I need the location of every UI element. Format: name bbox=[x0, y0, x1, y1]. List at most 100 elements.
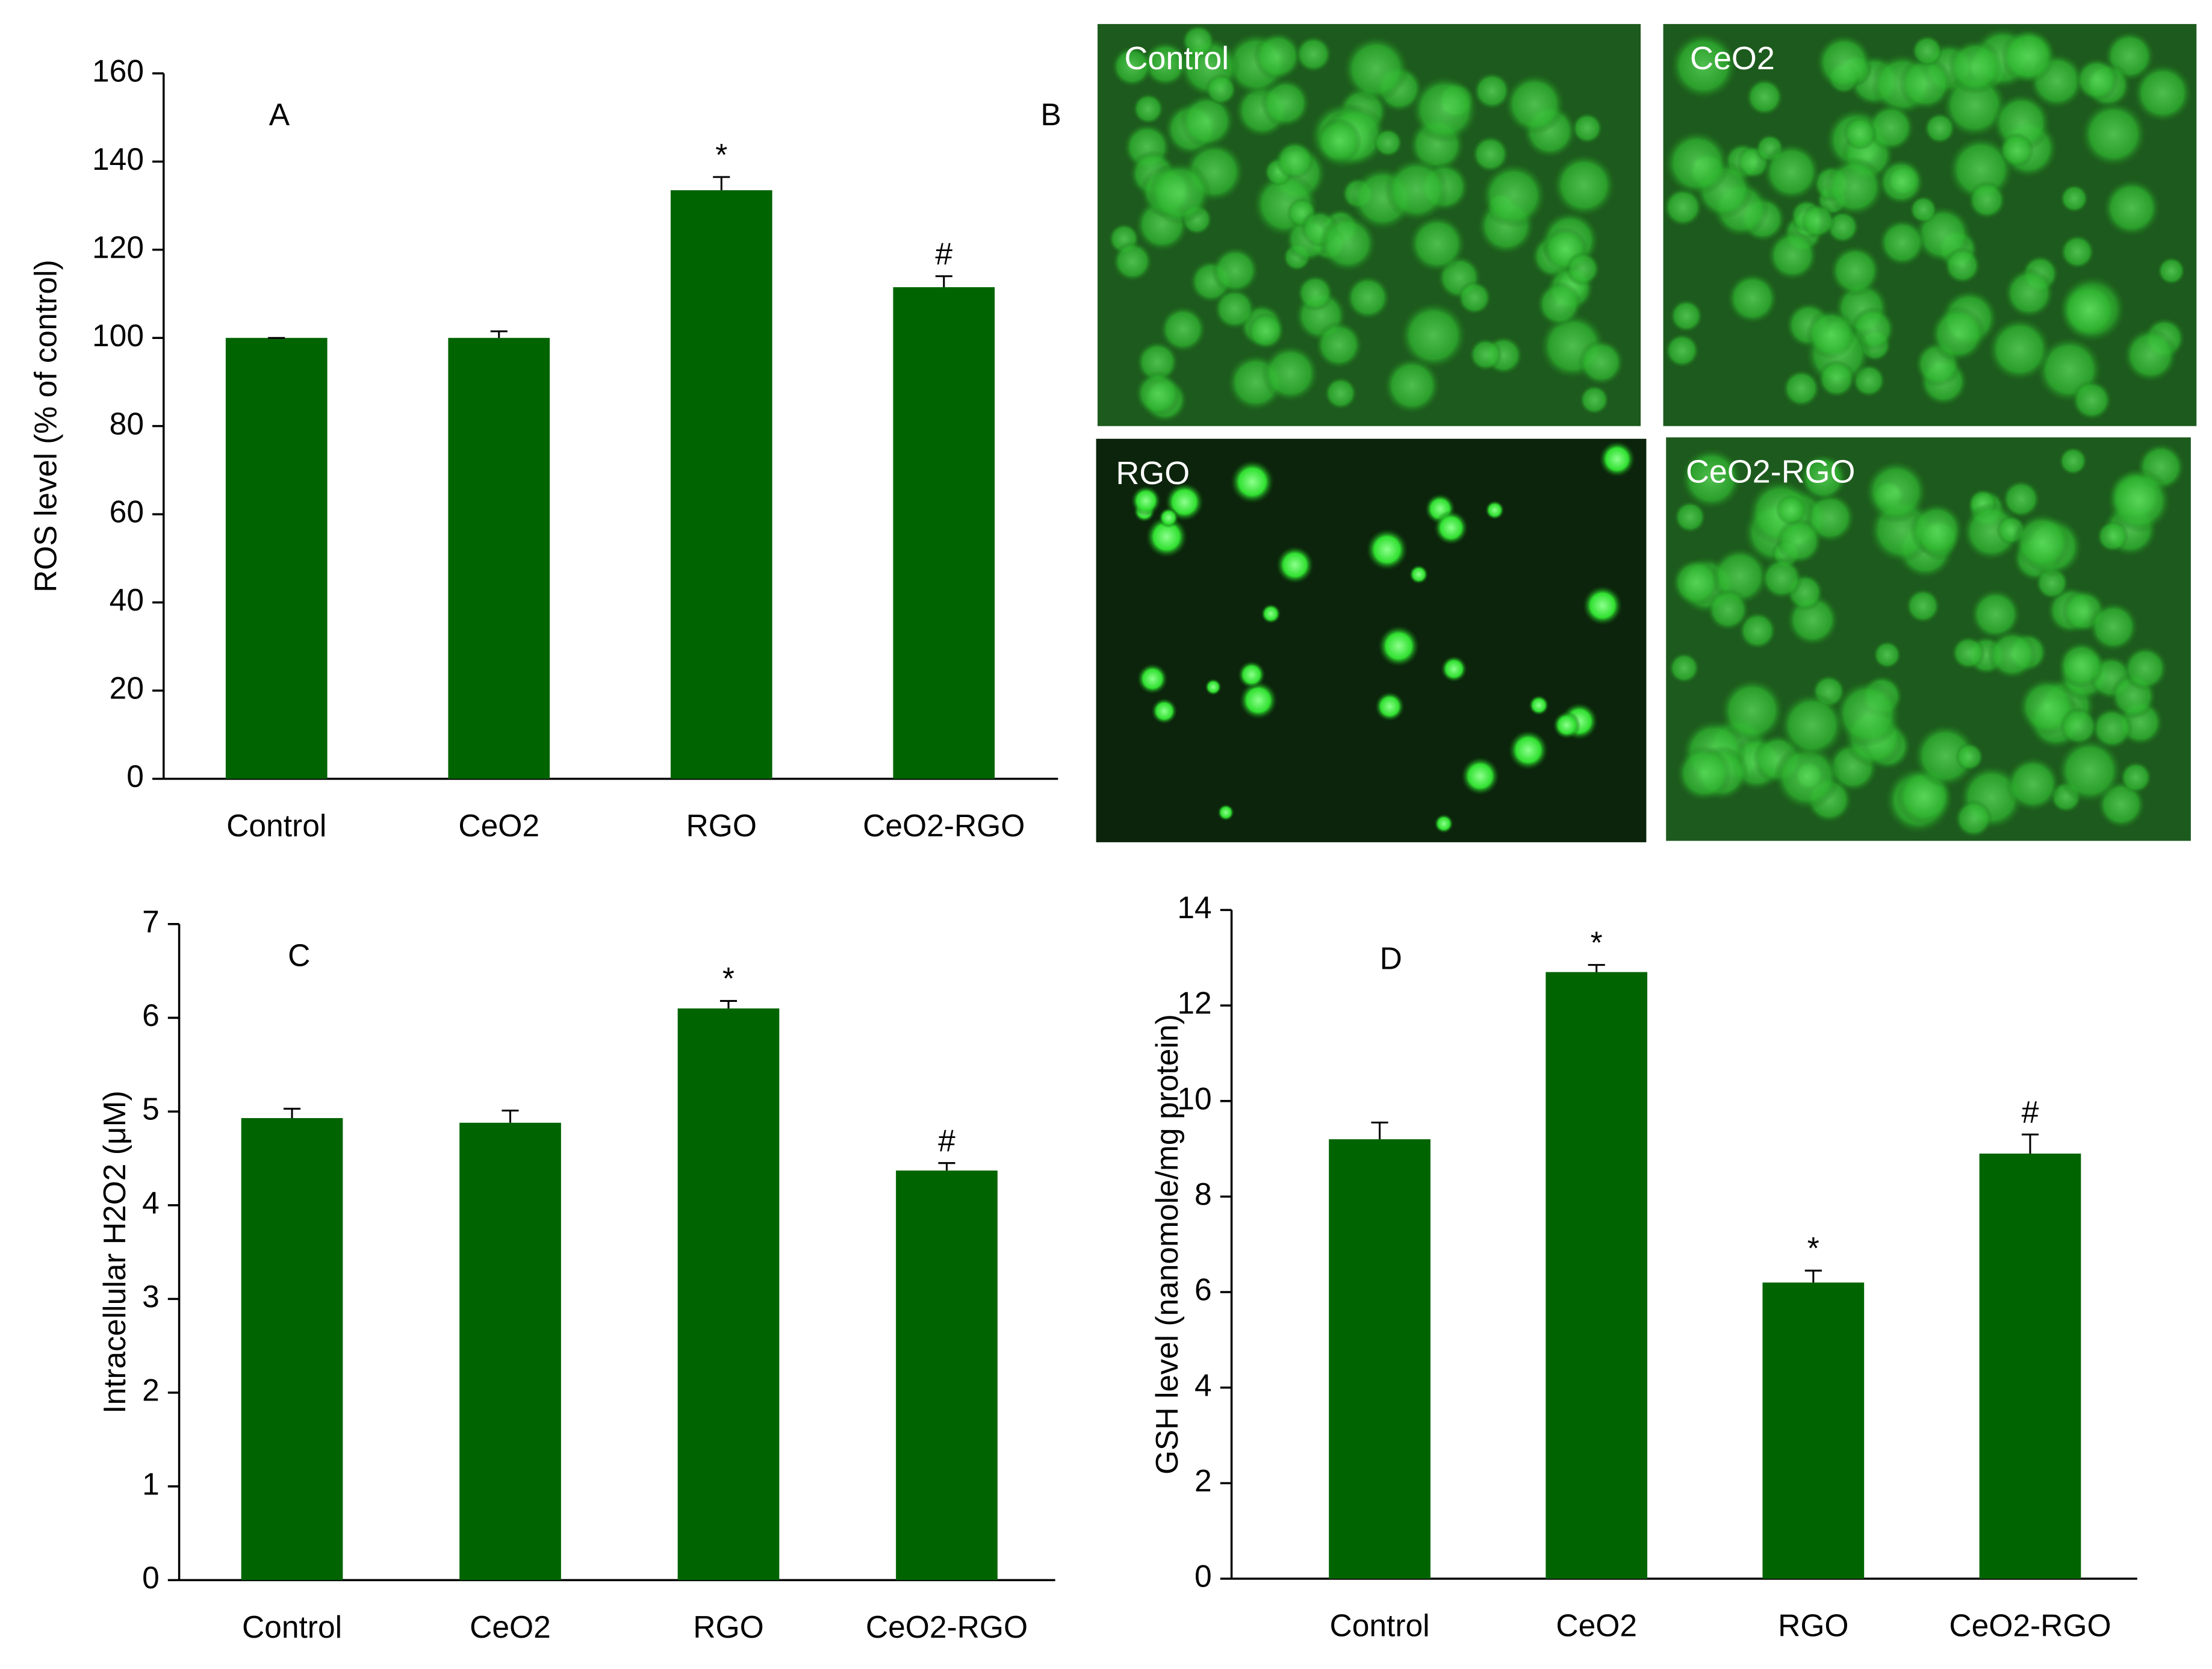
micrograph-label: CeO2 bbox=[1690, 40, 1775, 76]
bright-cell bbox=[1440, 655, 1468, 683]
cell bbox=[1565, 251, 1600, 287]
micrograph-label: RGO bbox=[1116, 455, 1190, 491]
y-tick-label: 100 bbox=[92, 318, 144, 353]
cell bbox=[1148, 161, 1212, 225]
y-tick-label: 2 bbox=[1195, 1463, 1212, 1498]
cell bbox=[1909, 502, 1964, 557]
cell bbox=[1480, 163, 1547, 229]
cell bbox=[1319, 214, 1377, 273]
cell bbox=[1706, 588, 1750, 632]
significance-marker: # bbox=[935, 237, 952, 272]
cell bbox=[1680, 447, 1742, 510]
bright-cell bbox=[1204, 678, 1222, 696]
cell bbox=[1779, 692, 1845, 758]
cell bbox=[1799, 453, 1847, 502]
cell bbox=[1457, 281, 1492, 315]
cell bbox=[1579, 384, 1610, 415]
cell bbox=[1294, 36, 1332, 73]
cell bbox=[1411, 75, 1479, 143]
cell bbox=[1468, 338, 1503, 371]
error-bar bbox=[713, 176, 730, 190]
x-tick-label: CeO2-RGO bbox=[863, 808, 1025, 843]
cell bbox=[1776, 518, 1822, 565]
cell bbox=[1473, 72, 1511, 110]
bright-cell bbox=[1582, 585, 1623, 626]
cell bbox=[2088, 601, 2139, 652]
error-bar bbox=[1371, 1121, 1388, 1140]
y-axis-label: Intracellular H2O2 (μM) bbox=[97, 1090, 132, 1414]
cell bbox=[1577, 339, 1624, 386]
cell bbox=[1571, 112, 1603, 144]
y-tick-label: 1 bbox=[142, 1466, 160, 1501]
cell bbox=[1877, 158, 1925, 205]
cell bbox=[2060, 234, 2095, 270]
cell bbox=[2000, 29, 2055, 84]
y-axis-label: GSH level (nanomole/mg protein) bbox=[1149, 1014, 1184, 1475]
bar bbox=[893, 287, 995, 779]
bar bbox=[896, 1170, 998, 1580]
error-bar bbox=[2021, 1133, 2039, 1154]
error-bar bbox=[490, 330, 508, 338]
cell bbox=[1815, 34, 1873, 91]
y-tick-label: 60 bbox=[110, 494, 144, 529]
y-tick-label: 120 bbox=[92, 229, 144, 264]
cell bbox=[1179, 93, 1235, 149]
cell bbox=[1987, 317, 2052, 382]
cell bbox=[1676, 745, 1732, 801]
error-bar bbox=[938, 1162, 955, 1171]
cell bbox=[1504, 73, 1565, 135]
cell bbox=[2107, 468, 2172, 533]
bright-cell bbox=[1434, 510, 1469, 545]
bright-cell bbox=[1217, 804, 1235, 821]
cell bbox=[2133, 63, 2193, 123]
cell bbox=[1316, 118, 1362, 164]
cell bbox=[1951, 636, 1986, 670]
cell bbox=[1943, 247, 1981, 284]
cell bbox=[2075, 57, 2119, 102]
cell bbox=[2071, 379, 2113, 421]
cell bbox=[1776, 494, 1807, 526]
y-tick-label: 40 bbox=[110, 582, 144, 617]
cell bbox=[1909, 195, 1938, 224]
y-tick-label: 80 bbox=[110, 406, 144, 441]
panel-label: A bbox=[269, 97, 290, 132]
cell bbox=[1373, 128, 1403, 158]
error-bar bbox=[1588, 964, 1605, 972]
cell bbox=[1275, 140, 1315, 180]
cell bbox=[1674, 500, 1706, 533]
cell bbox=[1247, 312, 1285, 350]
significance-marker: * bbox=[715, 137, 727, 172]
cell bbox=[1261, 344, 1319, 402]
cell bbox=[1843, 116, 1877, 151]
cell bbox=[1384, 357, 1441, 414]
x-tick-label: RGO bbox=[1778, 1608, 1848, 1643]
bright-cell bbox=[1229, 459, 1275, 505]
x-tick-label: Control bbox=[242, 1609, 342, 1644]
cell bbox=[2157, 256, 2186, 285]
y-tick-label: 4 bbox=[1195, 1367, 1212, 1402]
bright-cell bbox=[1130, 485, 1161, 516]
error-bar bbox=[935, 275, 952, 288]
bright-cell bbox=[1137, 663, 1169, 695]
y-tick-label: 0 bbox=[142, 1560, 160, 1595]
cell bbox=[1824, 157, 1885, 217]
cell bbox=[1955, 742, 1984, 771]
y-tick-label: 6 bbox=[1195, 1272, 1212, 1307]
cell bbox=[1987, 629, 2037, 680]
cell bbox=[1954, 799, 1993, 838]
micrograph-label: Control bbox=[1124, 40, 1229, 76]
cell bbox=[1552, 154, 1616, 217]
error-bar bbox=[502, 1110, 519, 1123]
cell bbox=[1806, 308, 1857, 359]
cell bbox=[2060, 184, 2089, 213]
cell bbox=[2102, 178, 2161, 237]
y-tick-label: 6 bbox=[142, 998, 160, 1033]
cell bbox=[1999, 132, 2034, 168]
bright-cell bbox=[1145, 515, 1188, 559]
cell bbox=[1663, 187, 1703, 227]
cell bbox=[1135, 370, 1181, 417]
bright-cell bbox=[1158, 507, 1179, 528]
cell bbox=[1829, 244, 1881, 297]
cell bbox=[1664, 333, 1700, 368]
